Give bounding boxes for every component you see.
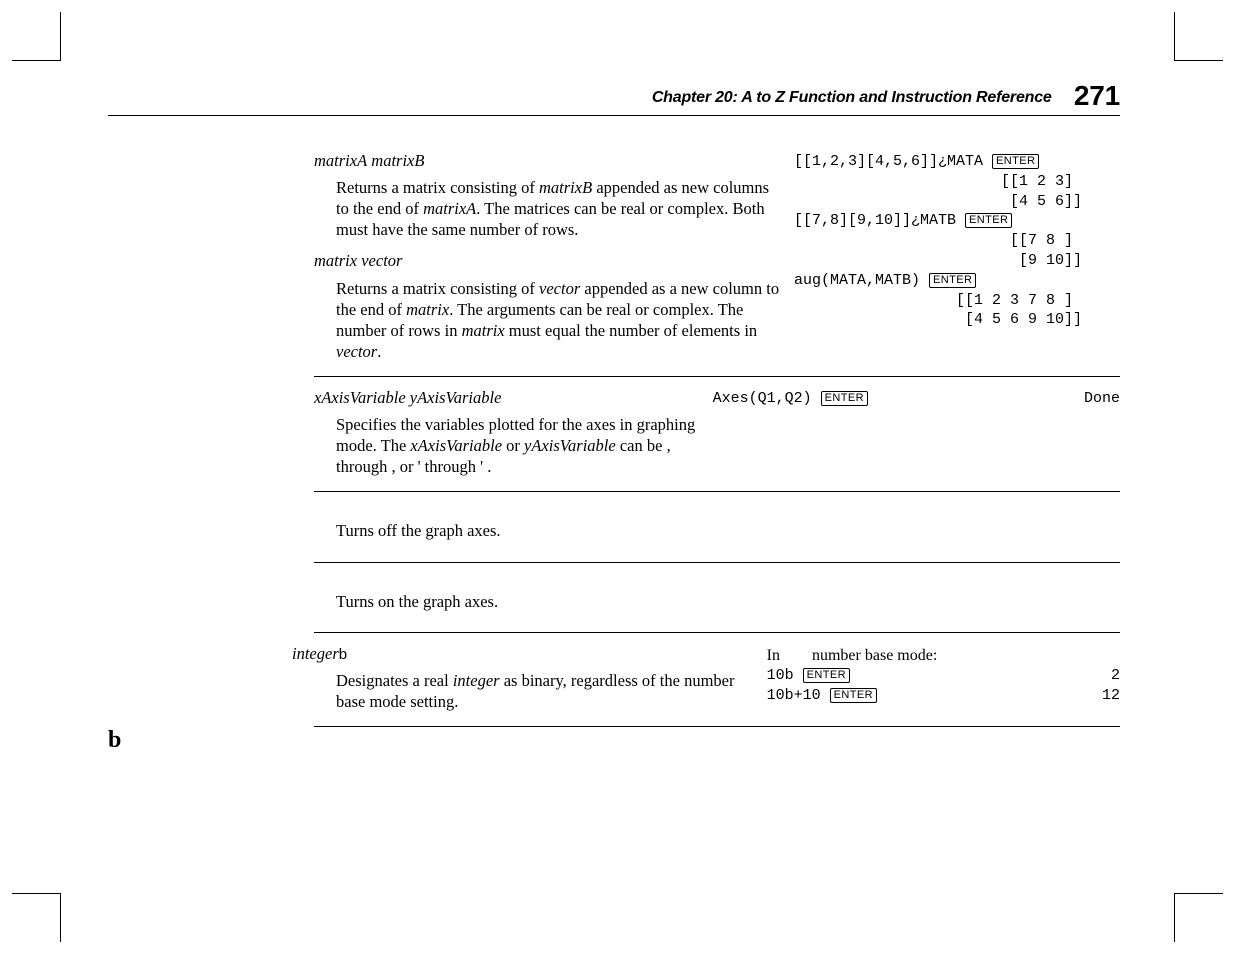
crop-mark-bl: [12, 893, 61, 942]
aug-body1-m1: matrixB: [539, 178, 592, 197]
b-ex-r2: 12: [877, 687, 1120, 704]
page-number: 271: [1074, 80, 1120, 111]
enter-key-icon: ENTER: [803, 668, 850, 683]
aug-syntax2-vector: vector: [361, 251, 402, 270]
axes-body-or: or: [502, 436, 524, 455]
enter-key-icon: ENTER: [929, 273, 976, 288]
axes-syntax-x: xAxisVariable: [314, 388, 406, 407]
entry-b-description: integerb Designates a real integer as bi…: [314, 643, 767, 712]
entry-axeson: Turns on the graph axes.: [314, 563, 1120, 633]
b-ex-r1: 2: [850, 667, 1120, 684]
aug-ex-l1: [[1,2,3][4,5,6]]¿MATA: [794, 153, 992, 170]
entry-axes-description: xAxisVariable yAxisVariable Specifies th…: [314, 387, 713, 477]
b-ex-l2: 10b+10: [767, 687, 830, 704]
aug-body1-pre: Returns a matrix consisting of: [336, 178, 539, 197]
entry-aug-example: [[1,2,3][4,5,6]]¿MATA ENTER [[1 2 3] [4 …: [794, 150, 1120, 362]
aug-body2-m2: matrix: [462, 321, 505, 340]
axes-syntax-y: yAxisVariable: [410, 388, 502, 407]
crop-mark-br: [1174, 893, 1223, 942]
aug-body2-end: .: [377, 342, 381, 361]
aug-ex-l3: [[7,8][9,10]]¿MATB: [794, 212, 965, 229]
aug-body2-pre: Returns a matrix consisting of: [336, 279, 539, 298]
entry-aug-description: matrixA matrixB Returns a matrix consist…: [314, 150, 794, 362]
entry-axes: xAxisVariable yAxisVariable Specifies th…: [314, 377, 1120, 492]
aug-syntax1-matrixA: matrixA: [314, 151, 367, 170]
enter-key-icon: ENTER: [992, 154, 1039, 169]
entry-axesoff: Turns off the graph axes.: [314, 492, 1120, 562]
entry-axeson-example: [794, 573, 1120, 618]
aug-ex-r5: [[1 2 3 7 8 ]: [794, 292, 1073, 309]
margin-letter-b: b: [108, 728, 121, 752]
b-ex-l1: 10b: [767, 667, 803, 684]
entry-aug: matrixA matrixB Returns a matrix consist…: [314, 140, 1120, 377]
aug-ex-r4: [9 10]]: [794, 252, 1082, 269]
entry-b-example: In number base mode: 10b ENTER 2 10b+10 …: [767, 643, 1120, 712]
aug-ex-r6: [4 5 6 9 10]]: [794, 311, 1082, 328]
axes-body-post1: can be: [616, 436, 667, 455]
running-head: Chapter 20: A to Z Function and Instruct…: [108, 80, 1120, 112]
enter-key-icon: ENTER: [821, 391, 868, 406]
b-syntax-integer: integer: [292, 644, 339, 663]
axes-ex-l: Axes(Q1,Q2): [713, 390, 821, 407]
b-ex-head: In number base mode:: [767, 647, 938, 664]
crop-mark-tr: [1174, 12, 1223, 61]
aug-ex-r1: [[1 2 3]: [794, 173, 1073, 190]
enter-key-icon: ENTER: [965, 213, 1012, 228]
aug-syntax2-matrix: matrix: [314, 251, 357, 270]
b-syntax-b: b: [339, 646, 347, 663]
aug-body2-v2: vector: [336, 342, 377, 361]
chapter-title: Chapter 20: A to Z Function and Instruct…: [652, 89, 1052, 106]
aug-ex-l5: aug(MATA,MATB): [794, 272, 929, 289]
entry-axesoff-description: Turns off the graph axes.: [314, 502, 794, 547]
axesoff-body: Turns off the graph axes.: [336, 520, 784, 541]
axes-body-y: yAxisVariable: [524, 436, 616, 455]
entry-axes-example: Axes(Q1,Q2) ENTER Done: [713, 387, 1120, 477]
aug-ex-r2: [4 5 6]]: [794, 193, 1082, 210]
axes-body-x: xAxisVariable: [410, 436, 502, 455]
aug-syntax1-matrixB: matrixB: [371, 151, 424, 170]
axeson-body: Turns on the graph axes.: [336, 591, 784, 612]
axes-ex-r: Done: [868, 390, 1120, 407]
header-rule: [108, 115, 1120, 116]
enter-key-icon: ENTER: [830, 688, 877, 703]
aug-body2-v: vector: [539, 279, 580, 298]
b-body-int: integer: [453, 671, 500, 690]
entry-axesoff-example: [794, 502, 1120, 547]
aug-ex-r3: [[7 8 ]: [794, 232, 1073, 249]
entry-b: integerb Designates a real integer as bi…: [314, 633, 1120, 727]
b-body-pre: Designates a real: [336, 671, 453, 690]
aug-body1-m2: matrixA: [423, 199, 476, 218]
aug-body2-mid3: must equal the number of elements in: [505, 321, 757, 340]
crop-mark-tl: [12, 12, 61, 61]
entry-axeson-description: Turns on the graph axes.: [314, 573, 794, 618]
aug-body2-m: matrix: [406, 300, 449, 319]
